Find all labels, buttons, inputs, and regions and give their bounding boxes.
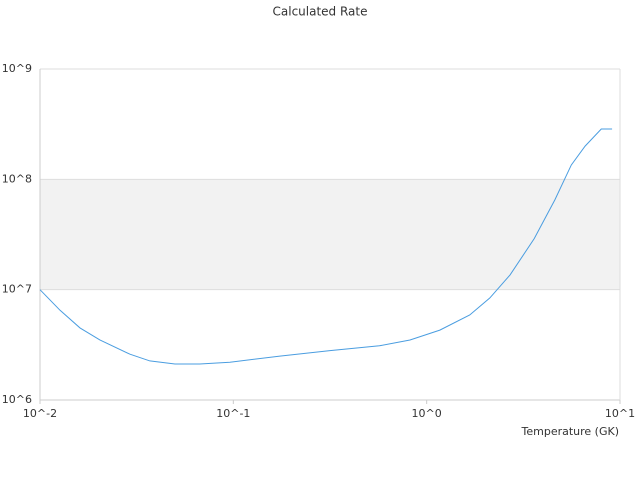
x-axis-label: Temperature (GK) [521,425,620,438]
y-tick-label: 10^6 [2,393,32,406]
y-tick-label: 10^7 [2,283,32,296]
y-tick-label: 10^9 [2,62,32,75]
x-tick-label: 10^-2 [23,407,57,420]
x-tick-label: 10^1 [605,407,635,420]
y-tick-label: 10^8 [2,172,32,185]
x-tick-label: 10^-1 [216,407,250,420]
data-line [39,128,613,365]
chart-title: Calculated Rate [273,5,368,19]
grid-band [40,179,620,290]
x-tick-label: 10^0 [412,407,442,420]
